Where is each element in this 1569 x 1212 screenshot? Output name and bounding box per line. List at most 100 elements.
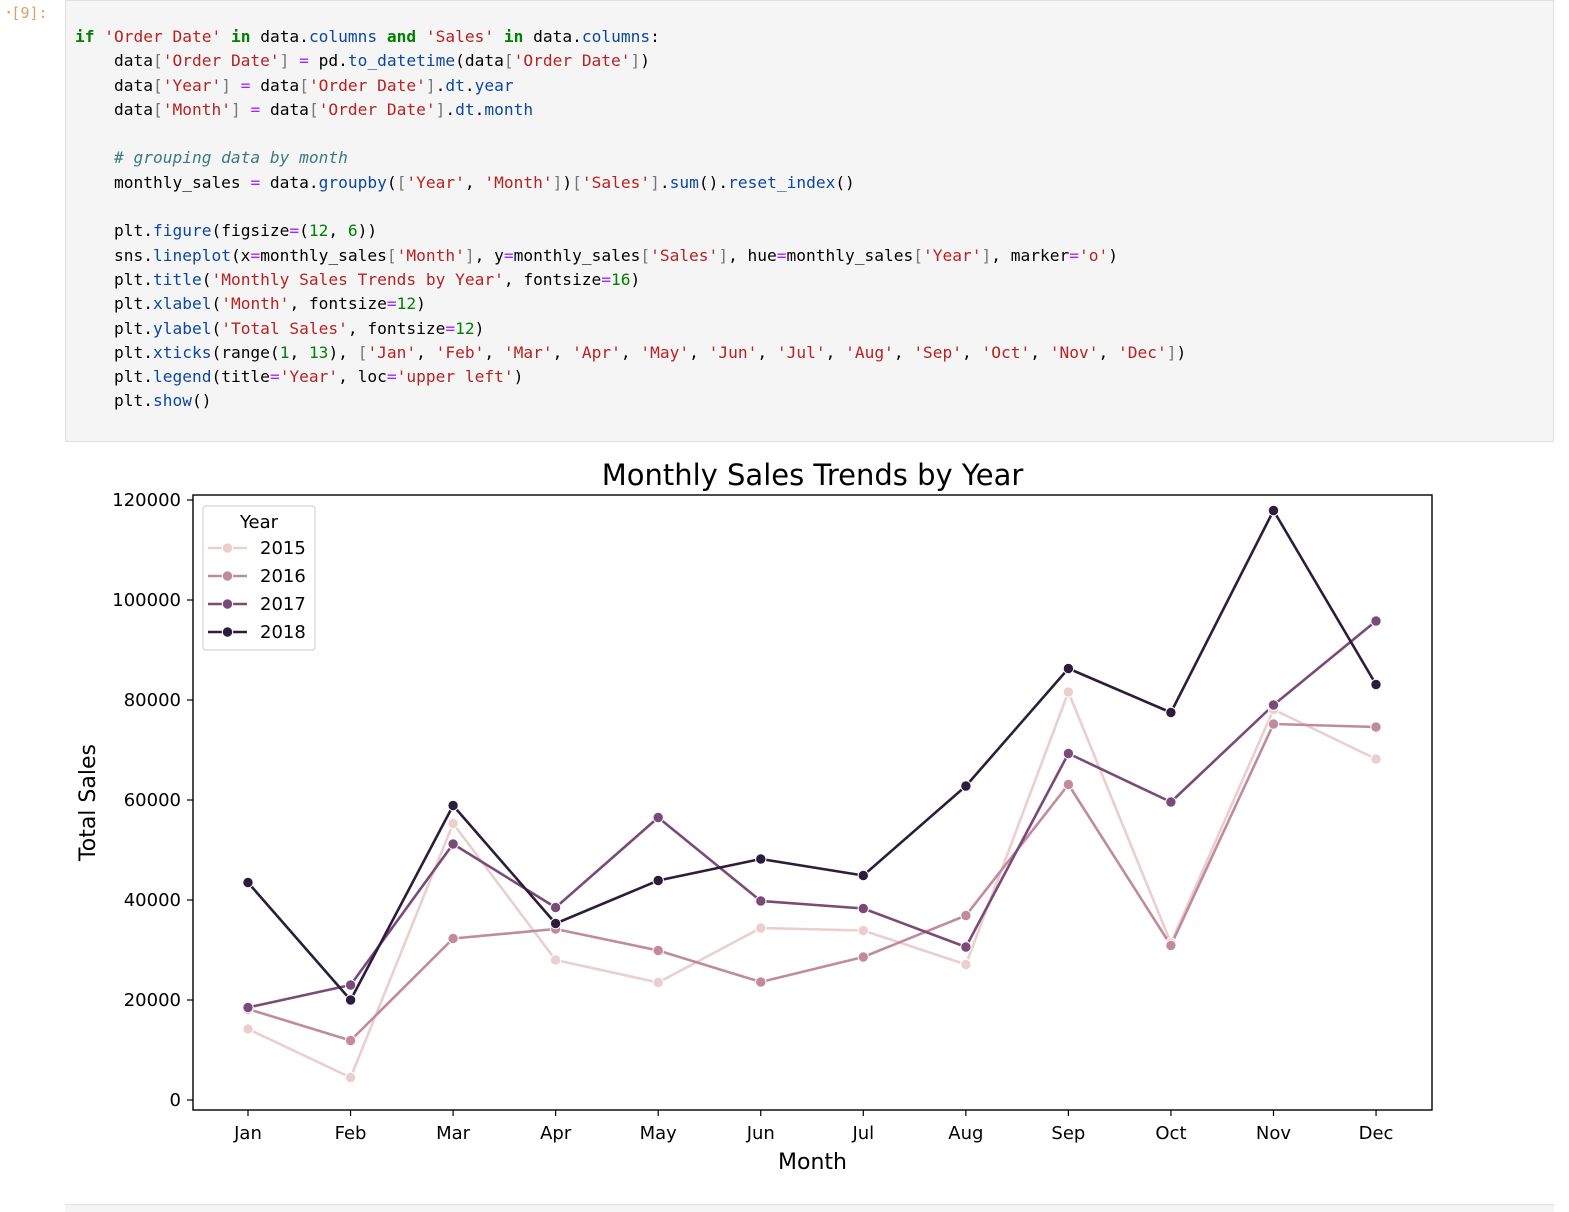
code-line [75,195,1186,219]
x-tick-label: Jan [233,1123,262,1144]
code-token: 'Month' [396,245,465,265]
code-token: 'Sep' [913,342,963,362]
code-token: ( [211,294,222,314]
x-tick-label: Oct [1155,1123,1186,1144]
code-token: plt. [75,294,153,314]
code-token: ) [474,318,485,338]
code-token: ) [630,269,641,289]
data-point-2016-Jun [755,976,767,988]
code-token: (figsize [211,221,290,241]
code-token: sum [669,172,699,192]
code-token: (title [211,367,270,387]
code-token: , fontsize [347,318,446,338]
data-point-2017-Mar [447,838,459,850]
code-token: 'Year' [279,367,339,387]
code-token: year [474,75,514,95]
code-token: xlabel [152,294,212,314]
code-token: 'Year' [923,245,982,265]
code-token: ) [513,367,524,387]
code-token [221,27,231,46]
data-point-2017-Jan [242,1001,254,1014]
code-token: [ [640,245,651,265]
code-token: 'Jun' [708,342,758,362]
code-token: , [484,342,504,362]
code-token: figure [152,221,212,241]
legend-box [202,505,316,651]
code-token: = [269,367,280,387]
code-line [75,122,1186,146]
data-point-2015-Apr [549,954,562,966]
code-token: [ [152,75,163,95]
legend-marker-2017 [221,598,234,610]
data-point-2015-Jun [755,922,767,934]
code-token: plt. [75,269,153,289]
code-token: data. [250,27,309,46]
code-token: 12 [396,294,417,314]
x-tick-label: Jun [746,1123,775,1144]
code-token: in [503,27,524,46]
code-token: , [893,342,914,362]
code-token: data [75,75,153,95]
code-token: 'Mar' [503,342,553,362]
data-point-2016-Aug [960,909,972,922]
code-token: 'Month' [484,172,553,192]
code-token: 'Month' [162,99,231,119]
code-token: 'Aug' [845,342,894,362]
y-tick-label: 0 [170,1090,181,1111]
code-token: 'Order Date' [513,51,631,71]
code-token: to_datetime [347,51,456,71]
code-token: ) [1108,245,1118,265]
y-tick-label: 80000 [124,690,181,711]
code-token: , [620,342,641,362]
code-token: ) [1176,342,1187,362]
code-token: 'May' [640,342,690,362]
code-token: xticks [152,342,212,362]
code-token: monthly_sales [513,245,641,265]
code-token: = [240,75,251,95]
data-point-2016-Oct [1165,939,1177,952]
code-token: groupby [318,172,387,192]
code-token: ), [328,342,358,362]
code-token: 'Apr' [572,342,621,362]
data-point-2015-Mar [447,817,459,830]
code-token: [ [299,75,309,95]
code-token: plt. [75,342,153,362]
code-token: columns [581,27,651,46]
code-token: = [445,318,456,338]
code-token: 'Sales' [425,27,495,46]
code-token: in [230,27,251,46]
chart-title: Monthly Sales Trends by Year [602,458,1024,492]
code-token: : [650,27,660,46]
series-line-2015 [247,690,1377,1079]
code-token: show [152,391,192,411]
data-point-2015-Dec [1370,753,1382,765]
code-token: = [386,294,397,314]
next-cell[interactable] [65,1204,1554,1212]
code-text[interactable]: if 'Order Date' in data.columns and 'Sal… [75,25,1186,414]
code-line: plt.xticks(range(1, 13), ['Jan', 'Feb', … [75,341,1186,365]
code-token: 'Dec' [1118,342,1167,362]
code-token [416,27,426,46]
code-token: , [1098,342,1119,362]
code-token: () [835,172,855,192]
x-tick-label: Mar [436,1123,471,1144]
code-token: ( [386,172,397,192]
code-token: . [464,75,475,95]
code-token: ] [1166,342,1177,362]
code-token: = [601,269,612,289]
code-token: monthly_sales [75,172,251,192]
code-cell-editor[interactable]: if 'Order Date' in data.columns and 'Sal… [65,0,1554,442]
code-token: data [260,99,309,119]
data-point-2018-Aug [960,780,972,792]
code-token: dt [445,75,465,95]
line-chart: Monthly Sales Trends by Year 0 20000 40000 6… [76,458,1433,1175]
code-token: ] [552,172,563,192]
x-tick-label: May [640,1123,678,1144]
code-token: monthly_sales [260,245,387,265]
code-token: 'upper left' [396,367,514,387]
x-tick-label: Aug [948,1123,983,1144]
y-axis-label: Total Sales [76,744,101,862]
data-point-2016-Sep [1062,778,1075,791]
code-token: plt. [75,367,153,387]
code-token: 'Order Date' [308,75,426,95]
